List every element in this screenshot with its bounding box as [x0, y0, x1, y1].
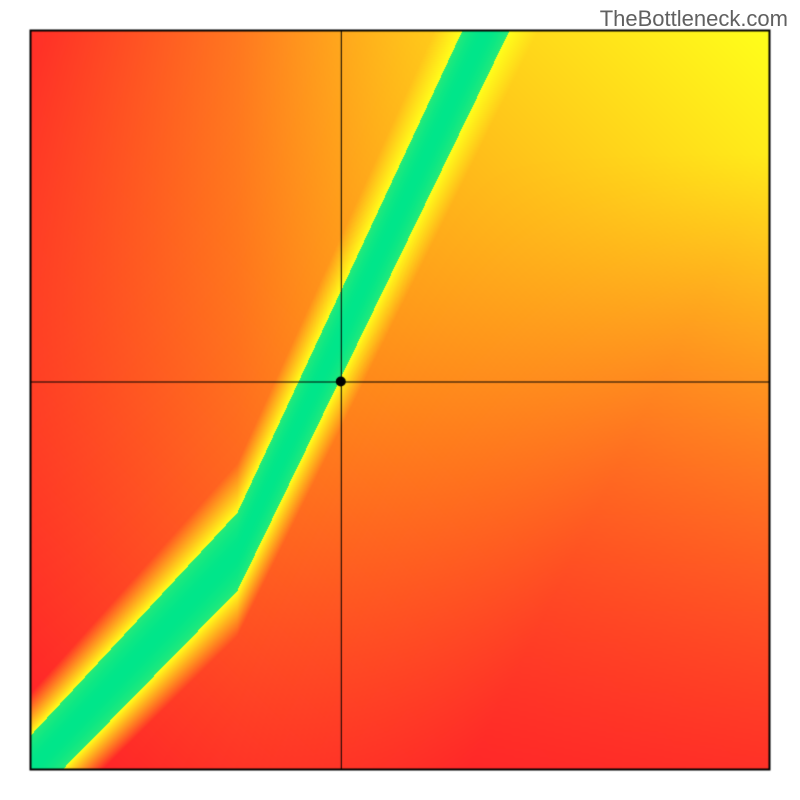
watermark-text: TheBottleneck.com — [600, 6, 788, 32]
chart-container: TheBottleneck.com — [0, 0, 800, 800]
heatmap-canvas — [0, 0, 800, 800]
